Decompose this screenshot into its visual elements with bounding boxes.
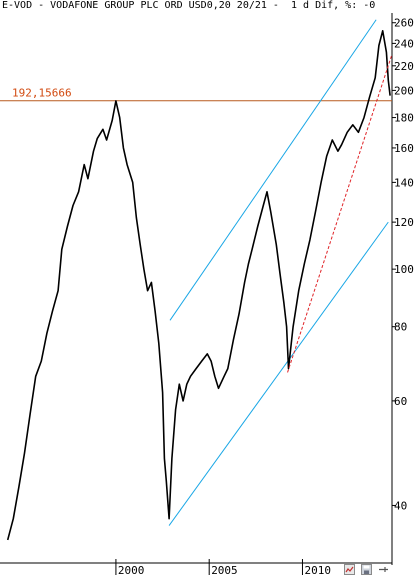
trend-dashed-line[interactable] bbox=[287, 54, 393, 373]
chart-title-bar: E-VOD - VODAFONE GROUP PLC ORD USD0,20 2… bbox=[2, 0, 376, 11]
y-tick-label: 220 bbox=[394, 60, 414, 73]
y-tick-label: 100 bbox=[394, 263, 414, 276]
pin-icon[interactable] bbox=[378, 564, 389, 575]
y-tick-label: 240 bbox=[394, 37, 414, 50]
x-tick-label: 2005 bbox=[211, 564, 238, 576]
price-series-line[interactable] bbox=[6, 30, 391, 541]
y-tick-label: 260 bbox=[394, 17, 414, 30]
bottom-toolbar bbox=[344, 563, 420, 575]
y-tick-label: 140 bbox=[394, 176, 414, 189]
x-tick-label: 2000 bbox=[118, 564, 145, 576]
y-tick-label: 180 bbox=[394, 112, 414, 125]
chart-settings-icon[interactable] bbox=[344, 563, 355, 575]
channel-lower-line[interactable] bbox=[168, 221, 389, 526]
save-icon[interactable] bbox=[361, 563, 372, 575]
y-tick-label: 160 bbox=[394, 142, 414, 155]
y-tick-label: 60 bbox=[394, 395, 407, 408]
x-tick-label: 2010 bbox=[304, 564, 331, 576]
y-tick-label: 40 bbox=[394, 499, 407, 512]
y-tick-label: 80 bbox=[394, 321, 407, 334]
level-label: 192,15666 bbox=[12, 87, 72, 100]
y-tick-label: 120 bbox=[394, 216, 414, 229]
y-tick-label: 200 bbox=[394, 84, 414, 97]
channel-upper-line[interactable] bbox=[169, 19, 377, 321]
